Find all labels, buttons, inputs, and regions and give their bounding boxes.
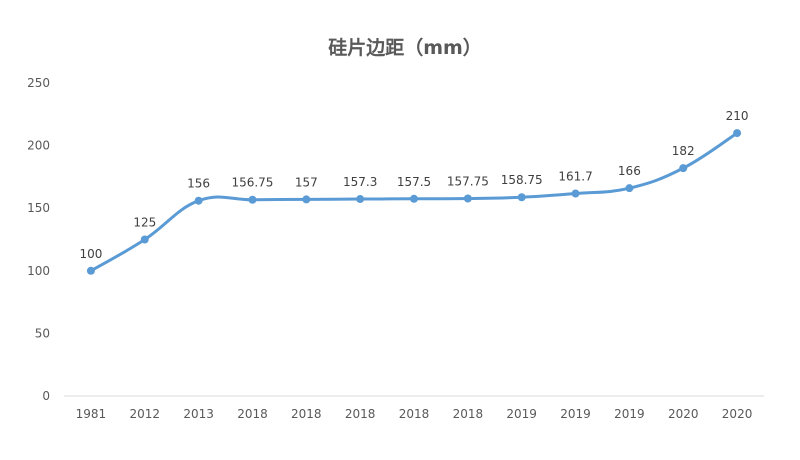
y-tick-label: 100: [27, 264, 50, 278]
x-tick-label: 1981: [76, 407, 107, 421]
data-label: 157.3: [343, 175, 377, 189]
x-tick-label: 2020: [668, 407, 699, 421]
x-tick-label: 2019: [506, 407, 537, 421]
x-tick-label: 2018: [237, 407, 268, 421]
data-points: [86, 129, 742, 275]
data-label: 161.7: [558, 170, 592, 184]
y-tick-label: 50: [35, 326, 50, 340]
data-label: 156.75: [231, 176, 273, 190]
y-tick-label: 0: [42, 389, 50, 403]
data-label: 100: [79, 247, 102, 261]
data-point: [356, 195, 365, 204]
x-tick-label: 2019: [614, 407, 645, 421]
y-tick-label: 250: [27, 76, 50, 90]
x-tick-label: 2018: [291, 407, 322, 421]
data-point: [733, 129, 742, 138]
x-tick-label: 2018: [399, 407, 430, 421]
data-point: [140, 235, 149, 244]
data-label: 166: [618, 164, 641, 178]
data-label: 158.75: [501, 173, 543, 187]
x-tick-label: 2020: [722, 407, 753, 421]
y-tick-label: 150: [27, 201, 50, 215]
x-tick-label: 2018: [345, 407, 376, 421]
data-point: [625, 184, 634, 193]
data-point: [410, 194, 418, 203]
x-tick-label: 2012: [129, 407, 160, 421]
y-tick-label: 200: [27, 139, 50, 153]
data-label: 210: [726, 109, 749, 123]
data-point: [571, 189, 580, 198]
x-tick-label: 2019: [560, 407, 591, 421]
data-point: [194, 196, 203, 205]
data-point: [679, 164, 688, 173]
y-axis-ticks: 0 50 100 150 200 250: [27, 76, 50, 403]
data-label: 157.5: [397, 175, 431, 189]
data-label: 156: [187, 177, 210, 191]
x-tick-label: 2013: [183, 407, 214, 421]
data-point: [463, 194, 472, 203]
data-label: 157: [295, 175, 318, 189]
data-point: [517, 193, 526, 202]
data-label: 125: [133, 216, 156, 230]
x-axis-ticks: 1981 2012 2013 2018 2018 2018 2018 2018 2019 2019…: [76, 407, 753, 421]
chart-title: 硅片边距（mm）: [328, 36, 482, 59]
data-labels: 100 125 156 156.75 157 157.3 157.5 157.75 158.75…: [79, 109, 748, 261]
data-point: [86, 266, 95, 275]
data-point: [248, 195, 257, 204]
x-tick-label: 2018: [453, 407, 484, 421]
data-point: [302, 195, 311, 204]
data-label: 182: [672, 144, 695, 158]
data-label: 157.75: [447, 174, 489, 188]
